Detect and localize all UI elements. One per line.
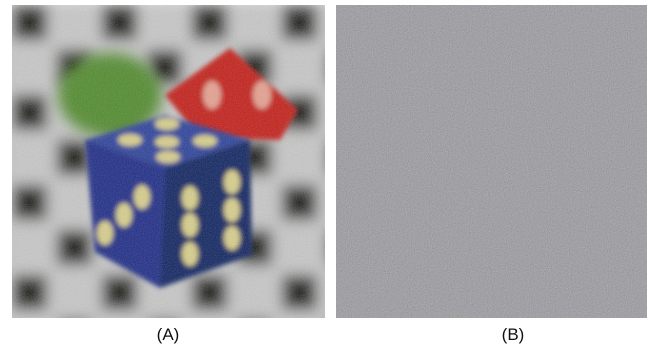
figure: (A) (B)	[0, 0, 651, 348]
panel-label: (B)	[502, 325, 525, 344]
panel-b-image	[336, 5, 647, 318]
panel-a-image	[0, 0, 340, 330]
panel-label: (A)	[157, 325, 180, 344]
page: (A) (B) (() => { const data = JSON.parse…	[0, 0, 651, 348]
